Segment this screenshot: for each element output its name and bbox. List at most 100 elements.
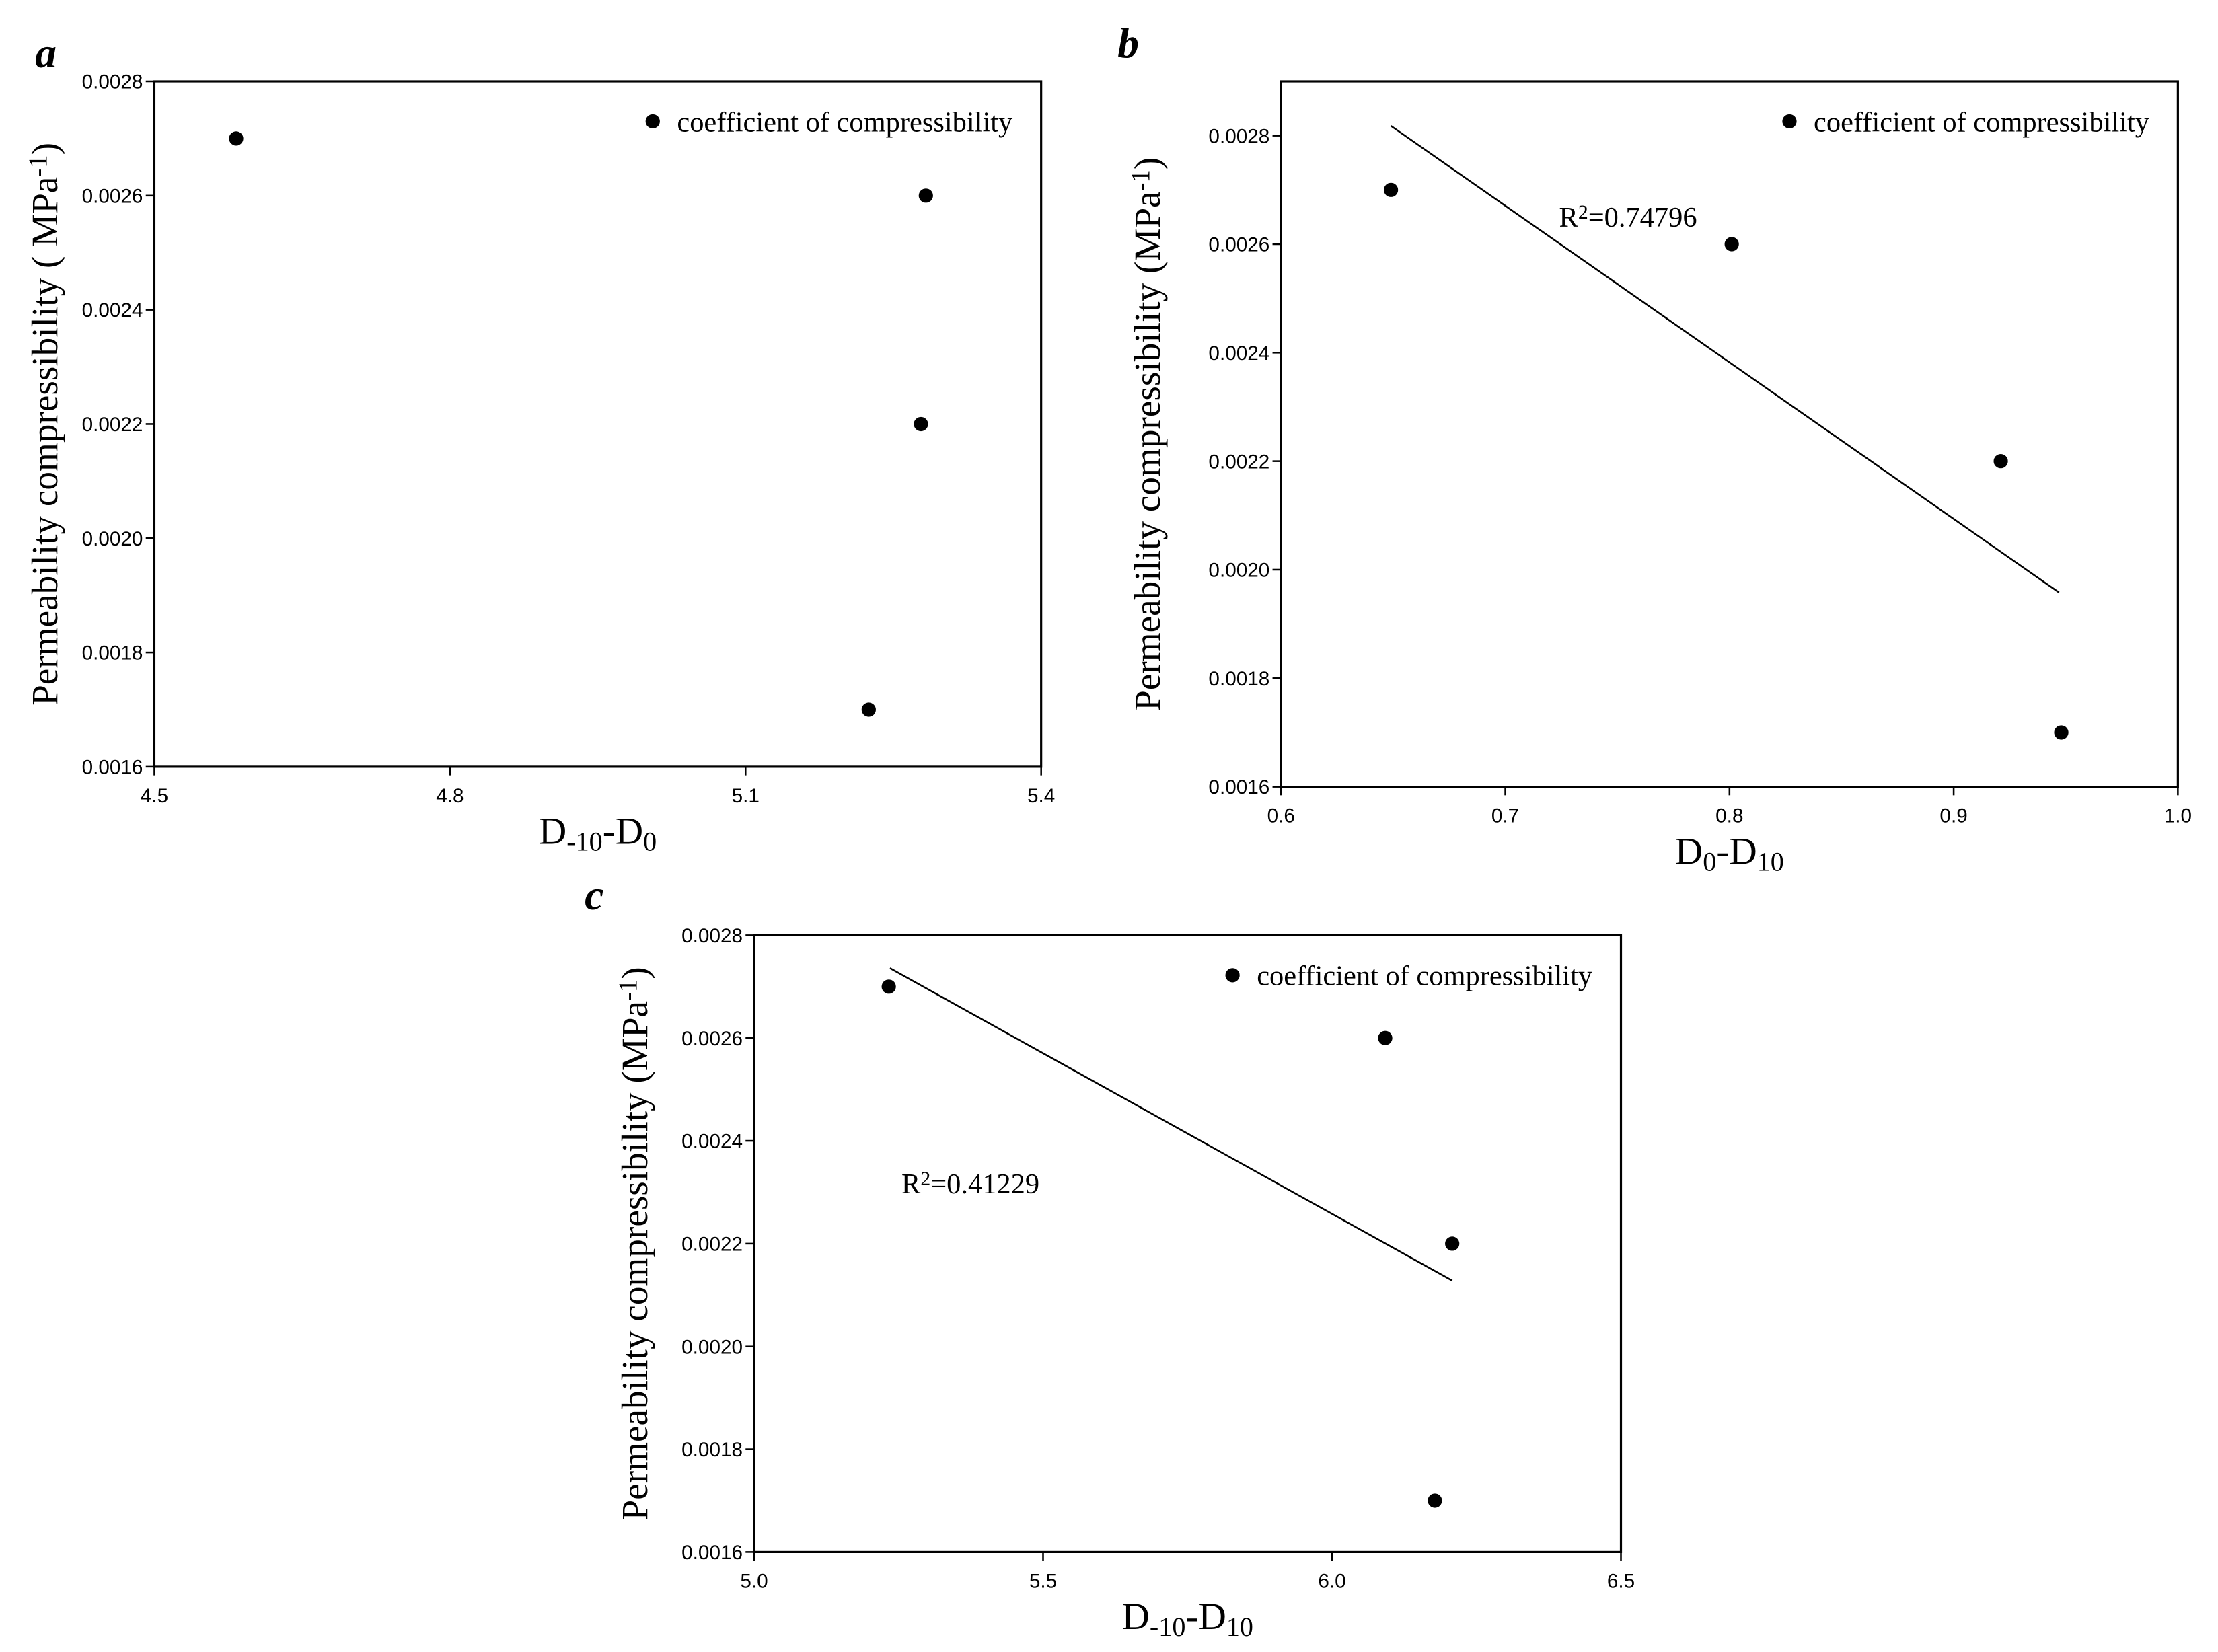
annotation-part: =0.41229	[930, 1168, 1039, 1200]
x-axis-title: D0-D10	[1675, 830, 1784, 876]
y-axis-title-part: )	[614, 967, 655, 979]
panel-label: c	[585, 871, 603, 919]
legend-marker	[1225, 968, 1240, 983]
point	[229, 131, 244, 146]
x-tick-label: 5.5	[1029, 1570, 1057, 1592]
x-axis-title-part: 10	[1226, 1612, 1253, 1642]
x-axis-title-part: -10	[1150, 1612, 1185, 1642]
y-tick-label: 0.0022	[681, 1234, 743, 1256]
y-axis-title-part: )	[24, 143, 65, 155]
point	[1724, 237, 1739, 252]
point	[918, 188, 933, 203]
x-tick-label: 0.8	[1715, 805, 1743, 827]
legend-marker	[1782, 114, 1797, 129]
y-tick-label: 0.0022	[82, 414, 143, 436]
x-axis-title-part: 0	[1703, 846, 1716, 876]
y-tick-label: 0.0020	[82, 528, 143, 550]
chart: 0.0016 0.0018 0.0020 0.0022 0.0024 0.0026 0.00…	[24, 29, 1055, 857]
x-axis-title-part: D	[1122, 1595, 1150, 1638]
y-tick-label: 0.0028	[1208, 125, 1269, 147]
point	[1378, 1030, 1393, 1045]
x-tick-label: 0.9	[1939, 805, 1967, 827]
legend-label: coefficient of compressibility	[677, 106, 1013, 138]
y-tick-label: 0.0018	[681, 1439, 743, 1461]
x-tick-label: 4.8	[436, 785, 464, 807]
x-axis-title-part: -D	[1185, 1595, 1226, 1638]
x-tick-label: 0.6	[1267, 805, 1295, 827]
y-axis-title: Permeability compressibility ( MPa-1)	[24, 143, 65, 706]
y-tick-label: 0.0024	[82, 299, 143, 322]
x-axis-title-part: D	[1675, 830, 1703, 872]
x-tick-label: 1.0	[2164, 805, 2192, 827]
point	[1993, 454, 2008, 469]
fit-line	[1390, 125, 2060, 593]
y-tick-label: 0.0016	[681, 1542, 743, 1564]
plot-frame	[753, 934, 1623, 1554]
x-tick-label: 5.1	[732, 785, 760, 807]
point	[2054, 725, 2069, 740]
y-axis-title-part: -1	[25, 155, 53, 176]
panel-label: b	[1117, 19, 1139, 67]
y-tick-label: 0.0016	[1208, 776, 1269, 798]
x-tick-label: 0.7	[1491, 805, 1519, 827]
plot-frame	[1280, 80, 2179, 788]
panel-label: a	[35, 29, 57, 77]
point	[1445, 1236, 1460, 1251]
y-tick-label: 0.0020	[681, 1336, 743, 1358]
plot-frame	[153, 80, 1043, 768]
y-axis-title-part: -1	[1127, 170, 1155, 191]
y-axis-title-part: Permeability compressibility ( MPa	[24, 177, 65, 706]
x-tick-label: 5.0	[740, 1570, 768, 1592]
y-tick-label: 0.0028	[681, 925, 743, 947]
y-axis-title: Permeability compressibility (MPa-1)	[614, 967, 655, 1520]
annotation-part: =0.74796	[1588, 202, 1697, 233]
y-axis-title-part: Permeability compressibility (MPa	[1127, 191, 1168, 711]
x-tick-label: 4.5	[141, 785, 168, 807]
y-tick-label: 0.0016	[82, 757, 143, 779]
x-tick-label: 6.0	[1318, 1570, 1345, 1592]
x-axis-title-part: 0	[643, 827, 657, 857]
x-axis-title-part: -10	[566, 827, 602, 857]
chart: 0.0016 0.0018 0.0020 0.0022 0.0024 0.0026 0.00…	[1117, 19, 2192, 876]
point	[881, 979, 896, 994]
annotation-part: 2	[920, 1168, 930, 1190]
y-axis-title: Permeability compressibility (MPa-1)	[1127, 157, 1168, 711]
legend-label: coefficient of compressibility	[1814, 106, 2150, 138]
point	[861, 702, 876, 717]
y-tick-label: 0.0022	[1208, 451, 1269, 473]
x-tick-label: 6.5	[1607, 1570, 1635, 1592]
x-axis-title: D-10-D10	[1122, 1595, 1253, 1642]
x-axis-title-part: -D	[603, 811, 643, 853]
annotation-part: 2	[1578, 202, 1588, 223]
chart: 0.0016 0.0018 0.0020 0.0022 0.0024 0.0026 0.00…	[585, 871, 1635, 1642]
point	[1428, 1493, 1442, 1508]
y-axis-title-part: -1	[614, 979, 642, 1001]
y-axis-title-part: )	[1127, 157, 1168, 170]
legend-marker	[645, 114, 660, 129]
y-tick-label: 0.0026	[681, 1028, 743, 1050]
y-tick-label: 0.0024	[681, 1131, 743, 1153]
annotation: R2=0.74796	[1559, 202, 1697, 233]
annotation: R2=0.41229	[901, 1168, 1039, 1200]
y-tick-label: 0.0026	[82, 185, 143, 207]
point	[1383, 182, 1399, 197]
y-tick-label: 0.0026	[1208, 234, 1269, 256]
point	[914, 416, 928, 432]
annotation-part: R	[901, 1168, 921, 1200]
x-axis-title: D-10-D0	[539, 811, 657, 857]
y-tick-label: 0.0028	[82, 71, 143, 93]
y-axis-title-part: Permeability compressibility (MPa	[614, 1001, 655, 1521]
x-tick-label: 5.4	[1027, 785, 1055, 807]
legend-label: coefficient of compressibility	[1257, 961, 1593, 992]
y-tick-label: 0.0020	[1208, 560, 1269, 582]
y-tick-label: 0.0024	[1208, 342, 1269, 365]
x-axis-title-part: -D	[1716, 830, 1757, 872]
y-tick-label: 0.0018	[1208, 668, 1269, 690]
fit-line	[889, 967, 1453, 1282]
x-axis-title-part: D	[539, 811, 566, 853]
y-tick-label: 0.0018	[82, 642, 143, 665]
x-axis-title-part: 10	[1757, 846, 1784, 876]
annotation-part: R	[1559, 202, 1579, 233]
